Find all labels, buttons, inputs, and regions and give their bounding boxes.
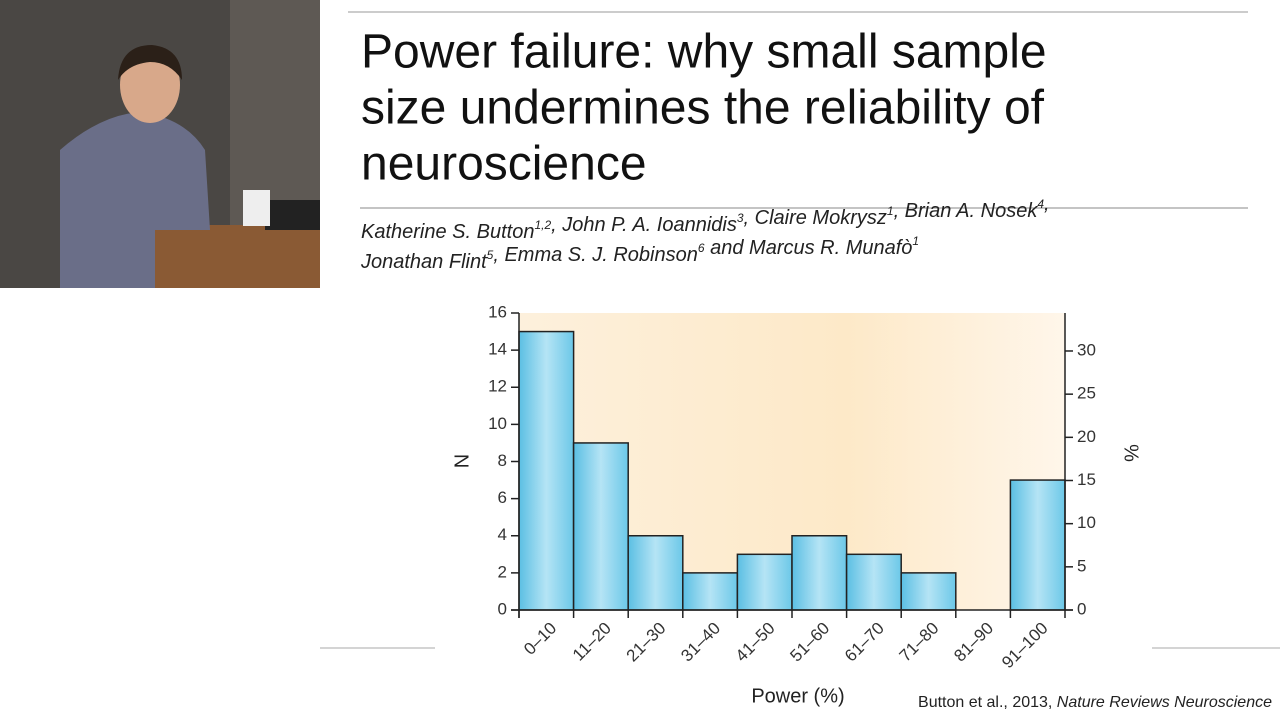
y2-tick-label: 15 (1077, 470, 1096, 489)
text-run: 1 (887, 204, 894, 218)
text-run: Nature Reviews Neuroscience (1057, 694, 1272, 711)
y-tick-label: 4 (498, 525, 507, 544)
text-run: 5 (487, 248, 494, 262)
bar (900, 572, 957, 611)
y2-tick-label: 10 (1077, 513, 1096, 532)
bar (572, 442, 629, 611)
author-line: Jonathan Flint5, Emma S. J. Robinson6 an… (360, 234, 919, 273)
text-run: , John P. A. Ioannidis (551, 214, 737, 236)
paper-title: size undermines the reliability of (361, 82, 1045, 135)
y2-axis-label: % (1120, 444, 1142, 462)
text-run: 1,2 (534, 218, 551, 232)
y2-tick-label: 20 (1077, 427, 1096, 446)
y-tick-label: 16 (488, 302, 507, 321)
text-run: , Brian A. Nosek (894, 200, 1039, 222)
y-tick-label: 0 (498, 599, 507, 618)
y-tick-label: 12 (488, 377, 507, 396)
bar (518, 330, 575, 611)
bar (627, 535, 684, 611)
bar (682, 572, 739, 611)
bar (845, 553, 902, 611)
bar (736, 553, 793, 611)
text-run: 3 (737, 211, 744, 225)
text-run: , Emma S. J. Robinson (493, 244, 698, 266)
text-run: Katherine S. Button (361, 221, 534, 243)
y-tick-label: 14 (488, 340, 507, 359)
bar (1009, 479, 1066, 611)
speaker-video (0, 0, 320, 288)
citation: Button et al., 2013, Nature Reviews Neur… (918, 694, 1272, 711)
text-run: Button et al., 2013, (918, 694, 1057, 711)
y2-tick-label: 25 (1077, 384, 1096, 403)
bar (791, 535, 848, 611)
y2-tick-label: 30 (1077, 340, 1096, 359)
y-tick-label: 2 (498, 562, 507, 581)
paper-title: neuroscience (361, 138, 647, 191)
text-run: , (1044, 193, 1050, 215)
y-axis-label: N (451, 454, 473, 468)
text-run: 6 (698, 241, 705, 255)
paper-title: Power failure: why small sample (361, 26, 1047, 79)
text-run: 4 (1037, 197, 1044, 211)
text-run: 1 (912, 234, 919, 248)
author-line: Katherine S. Button1,2, John P. A. Ioann… (361, 193, 1050, 243)
y-tick-label: 6 (498, 488, 507, 507)
y-tick-label: 10 (488, 414, 507, 433)
y-tick-label: 8 (498, 451, 507, 470)
y2-tick-label: 0 (1077, 599, 1086, 618)
text-run: Jonathan Flint (360, 251, 488, 273)
y2-tick-label: 5 (1077, 556, 1086, 575)
text-run: , Claire Mokrysz (744, 207, 887, 229)
x-axis-label: Power (%) (751, 685, 844, 707)
text-run: and Marcus R. Munafò (705, 237, 913, 259)
